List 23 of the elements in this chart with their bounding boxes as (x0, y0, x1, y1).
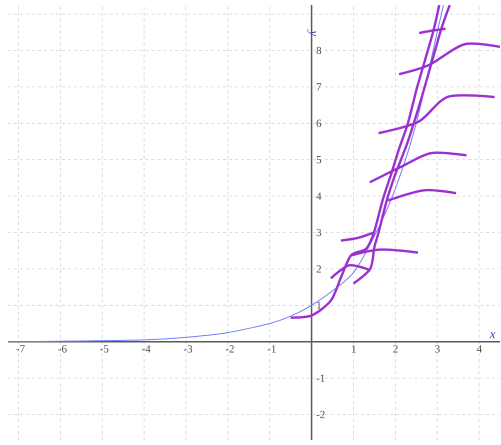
y-tick-label: -1 (316, 374, 325, 382)
x-tick-label: -1 (268, 345, 276, 352)
x-tick-label: -7 (16, 345, 25, 352)
y-tick-label: 6 (316, 120, 322, 127)
y-tick-label: 3 (316, 228, 322, 236)
y-tick-label: 1 (317, 302, 321, 309)
y-tick-label: 4 (316, 192, 322, 200)
x-tick-label: 1 (352, 345, 356, 352)
x-tick-label: -5 (100, 345, 108, 353)
y-tick-label: 7 (316, 83, 322, 90)
y-tick-label: 2 (316, 265, 321, 273)
x-axis-title: x (490, 332, 496, 338)
x-tick-label: -2 (226, 345, 234, 352)
y-tick-label: 8 (316, 46, 322, 54)
y-tick-label: 5 (316, 156, 322, 164)
x-tick-label: -6 (58, 345, 67, 353)
x-tick-label: 4 (476, 345, 482, 352)
x-tick-label: -4 (142, 345, 151, 352)
x-tick-label: 3 (435, 345, 440, 353)
x-tick-label: 2 (393, 345, 398, 352)
x-tick-label: -3 (184, 345, 192, 353)
y-tick-label: -2 (316, 410, 325, 418)
y-axis-title: y (307, 29, 316, 36)
